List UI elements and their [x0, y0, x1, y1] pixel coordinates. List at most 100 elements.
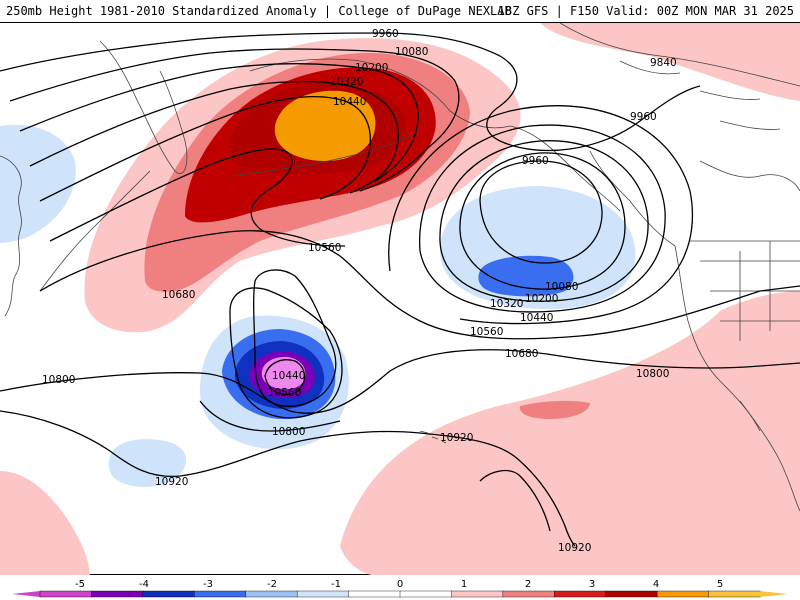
contour-10560-low [253, 269, 337, 407]
colorbar-segment [348, 590, 401, 598]
hudson-coast [699, 160, 800, 192]
contour-10080-east [459, 152, 626, 290]
colorbar-tick-label: -1 [331, 579, 341, 590]
anomaly-pos1-southwest [0, 471, 90, 576]
colorbar-ticks: -5 -4 -3 -2 -1 0 1 2 3 4 5 [75, 579, 723, 590]
contour-label: 9840 [650, 57, 677, 69]
bc-coast [589, 150, 676, 247]
state-lines-2 [739, 241, 771, 341]
colorbar-canvas: -5 -4 -3 -2 -1 0 1 2 3 4 5 [12, 579, 788, 598]
colorbar-tick-label: 5 [717, 579, 723, 590]
colorbar-segment [708, 590, 761, 598]
contour-label: 10200 [525, 293, 558, 305]
colorbar: -5 -4 -3 -2 -1 0 1 2 3 4 5 [0, 575, 800, 600]
contour-label: 10920 [440, 432, 473, 444]
contour-label: 10800 [42, 374, 75, 386]
contour-10800-south [199, 400, 341, 432]
colorbar-tick-label: -5 [75, 579, 85, 590]
colorbar-arrow-right [760, 591, 788, 597]
colorbar-tick-label: 0 [397, 579, 403, 590]
colorbar-segment [451, 590, 504, 598]
contour-10440-east [388, 105, 694, 325]
header-bar: 250mb Height 1981-2010 Standardized Anom… [0, 0, 800, 22]
arctic-islands [619, 60, 781, 130]
colorbar-segment [194, 590, 247, 598]
positive-anomaly-fill [0, 23, 800, 576]
kuril-islands [39, 170, 151, 292]
colorbar-tick-label: 3 [589, 579, 595, 590]
pacific-nw-coast [674, 245, 761, 432]
colorbar-arrow-left [12, 591, 40, 597]
height-contours [0, 32, 800, 547]
contour-10440-low [264, 359, 306, 396]
map-title: 250mb Height 1981-2010 Standardized Anom… [6, 4, 512, 18]
colorbar-segment [91, 590, 144, 598]
model-run-info: 18Z GFS | F150 Valid: 00Z MON MAR 31 202… [497, 4, 794, 18]
contour-9960-north [0, 32, 701, 152]
contour-label: 10560 [470, 326, 503, 338]
contour-10800-main [0, 349, 800, 414]
contour-10080-north [9, 48, 460, 192]
anomaly-neg2-east [478, 255, 574, 297]
contour-10920-south [0, 410, 576, 547]
contour-label: 10200 [355, 62, 388, 74]
colorbar-segment [605, 590, 658, 598]
contour-10320-east [419, 124, 666, 313]
colorbar-tick-label: -3 [203, 579, 213, 590]
state-lines-1 [700, 260, 800, 322]
contour-label: 10440 [520, 312, 553, 324]
map-panel: 9960 10080 10200 10320 10440 9840 9960 9… [0, 22, 800, 576]
coastlines [0, 23, 800, 512]
contour-10320-north [29, 80, 399, 194]
asia-coast [0, 155, 22, 317]
contour-label: 10080 [395, 46, 428, 58]
anomaly-neg1-west [0, 124, 76, 243]
contour-label: 10560 [268, 387, 301, 399]
contour-label: 10080 [545, 281, 578, 293]
contour-label: 10320 [490, 298, 523, 310]
contour-10200-north [19, 63, 419, 182]
colorbar-segment [554, 590, 607, 598]
colorbar-scale [12, 590, 788, 598]
colorbar-segment [656, 590, 710, 598]
colorbar-segment [39, 590, 93, 598]
colorbar-segment [399, 590, 453, 598]
contour-label: 9960 [522, 155, 549, 167]
contour-10680-west [39, 230, 800, 340]
colorbar-segment [502, 590, 555, 598]
hawaii-islands [419, 430, 447, 444]
alaska-coast [249, 58, 621, 212]
anomaly-neg1-southwest [108, 439, 187, 487]
colorbar-segment [245, 590, 298, 598]
contour-label: 10680 [162, 289, 195, 301]
anomaly-pos1-east [340, 291, 800, 576]
contour-label: 9960 [372, 28, 399, 40]
contour-label: 10800 [636, 368, 669, 380]
contour-9960-east [479, 160, 603, 264]
contour-label: 10560 [308, 242, 341, 254]
colorbar-tick-label: 1 [461, 579, 467, 590]
contour-label: 10680 [505, 348, 538, 360]
high-arctic-coast [559, 23, 800, 87]
contour-10200-east [439, 140, 649, 302]
colorbar-tick-label: -4 [139, 579, 149, 590]
contour-10560-north [49, 148, 346, 247]
baja-coast [739, 400, 800, 512]
contour-label: 10440 [272, 370, 305, 382]
colorbar-tick-label: 2 [525, 579, 531, 590]
contour-label: 10920 [558, 542, 591, 554]
anomaly-pos5-north [274, 90, 376, 161]
map-canvas: 9960 10080 10200 10320 10440 9840 9960 9… [0, 23, 800, 576]
contour-label-group: 9960 10080 10200 10320 10440 9840 9960 9… [42, 28, 677, 554]
contour-label: 10920 [155, 476, 188, 488]
contour-label: 10320 [330, 76, 363, 88]
contour-label: 10440 [333, 96, 366, 108]
contour-label: 10800 [272, 426, 305, 438]
colorbar-tick-label: -2 [267, 579, 277, 590]
contour-10920-southeast [479, 469, 551, 532]
colorbar-segment [296, 590, 350, 598]
anomaly-pos2-southeast [519, 400, 590, 419]
contour-label: 9960 [630, 111, 657, 123]
kamchatka-coast [99, 40, 188, 174]
colorbar-segment [142, 590, 195, 598]
